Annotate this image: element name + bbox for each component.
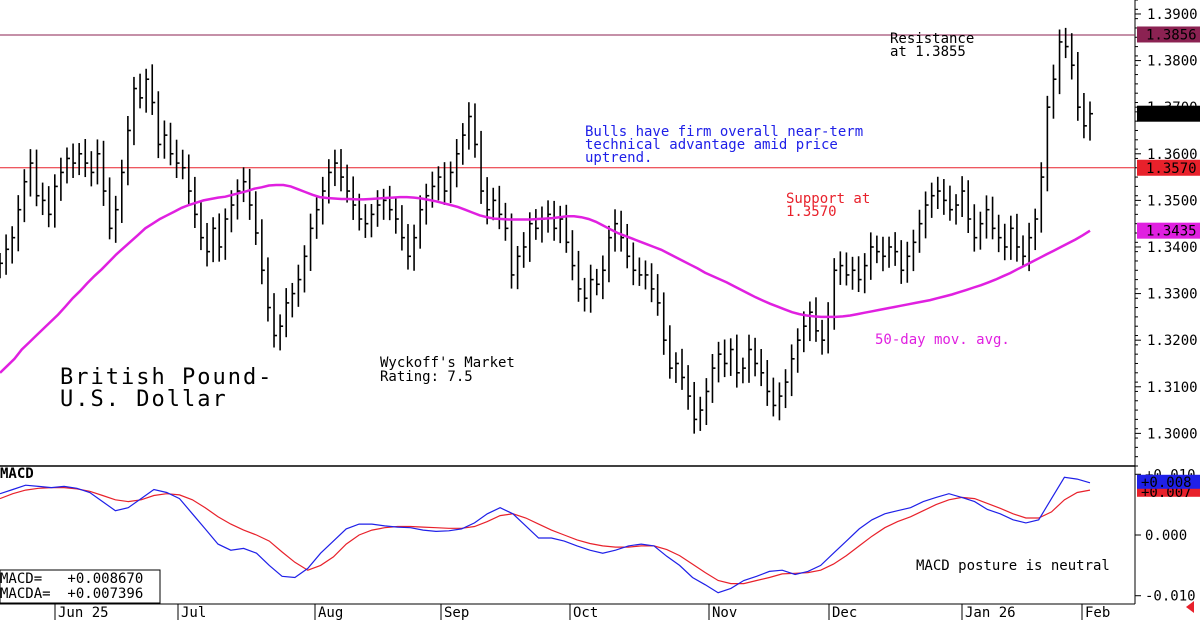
macd-readout: MACD= +0.008670 — [0, 571, 143, 587]
price-tag-box — [1137, 159, 1200, 176]
price-tick-label: 1.3600 — [1147, 147, 1198, 163]
macd-panel: MACD +0.0100.000-0.010 +0.007+0.008 MACD… — [0, 466, 1200, 605]
scroll-arrow-icon[interactable] — [1186, 601, 1194, 613]
month-label: Aug — [318, 605, 343, 621]
price-tag-label: 1.3570 — [1146, 161, 1197, 177]
rating-title: Wyckoff's Market — [380, 355, 515, 371]
month-label: Jul — [181, 605, 206, 621]
month-label: Nov — [712, 605, 737, 621]
price-tick-label: 1.3000 — [1147, 426, 1198, 442]
moving-average-label: 50-day mov. avg. — [875, 332, 1010, 348]
comment-line-1: Bulls have firm overall near-term — [585, 124, 863, 140]
price-tick-label: 1.3800 — [1147, 54, 1198, 70]
price-tag-box — [1137, 222, 1200, 239]
month-label: Feb — [1085, 605, 1110, 621]
month-label: Jan 26 — [965, 605, 1016, 621]
chart-title: British Pound- — [60, 365, 273, 390]
price-tick-label: 1.3500 — [1147, 193, 1198, 209]
macd-line — [0, 476, 1091, 594]
macd-tick-label: -0.010 — [1145, 589, 1196, 605]
month-label: Dec — [832, 605, 857, 621]
price-tick-label: 1.3300 — [1147, 287, 1198, 303]
price-panel: 1.3000 1.3100 1.3200 1.3300 1.3400 1.3500 1.36… — [0, 0, 1200, 467]
support-label-1: Support at — [786, 191, 870, 207]
rating-value: Rating: 7.5 — [380, 369, 473, 385]
macd-tick-label: 0.000 — [1145, 528, 1187, 544]
month-labels: Jun 25 Jul Aug Sep Oct Nov Dec Jan 26 Feb — [54, 604, 1110, 621]
price-tag-label: 1.3686 — [1146, 107, 1197, 123]
macd-title: MACD — [0, 466, 34, 482]
macd-value-tag-label: +0.008 — [1141, 475, 1192, 491]
month-label: Jun 25 — [58, 605, 109, 621]
x-axis: Jun 25 Jul Aug Sep Oct Nov Dec Jan 26 Feb — [0, 466, 1136, 621]
comment-line-3: uptrend. — [585, 150, 652, 166]
month-label: Oct — [573, 605, 598, 621]
resistance-label-1: Resistance — [890, 31, 974, 47]
price-tick-label: 1.3100 — [1147, 380, 1198, 396]
macd-value-tag-box — [1137, 474, 1200, 489]
month-label: Sep — [444, 605, 469, 621]
macd-value-tags: +0.007+0.008 — [1137, 474, 1200, 501]
price-tag-label: 1.3856 — [1146, 27, 1197, 43]
price-tag-box — [1137, 105, 1200, 122]
macd-readout-box — [0, 569, 161, 604]
comment-line-2: technical advantage amid price — [585, 137, 838, 153]
macda-signal-line — [0, 487, 1091, 585]
price-tags: 1.3856 1.3686 1.3570 1.3435 — [1137, 26, 1200, 240]
price-tick-label: 1.3200 — [1147, 333, 1198, 349]
chart-subtitle: U.S. Dollar — [60, 387, 228, 412]
price-tag-box — [1137, 26, 1200, 43]
price-tag-label: 1.3435 — [1146, 224, 1197, 240]
moving-average-line — [0, 183, 1091, 374]
price-tick-label: 1.3900 — [1147, 7, 1198, 23]
price-tick-label: 1.3400 — [1147, 240, 1198, 256]
macda-readout: MACDA= +0.007396 — [0, 586, 143, 602]
price-bars — [0, 27, 1093, 434]
support-label-2: 1.3570 — [786, 204, 837, 220]
resistance-label-2: at 1.3855 — [890, 44, 966, 60]
macda-value-tag-box — [1137, 486, 1200, 497]
macd-status: MACD posture is neutral — [916, 558, 1110, 574]
